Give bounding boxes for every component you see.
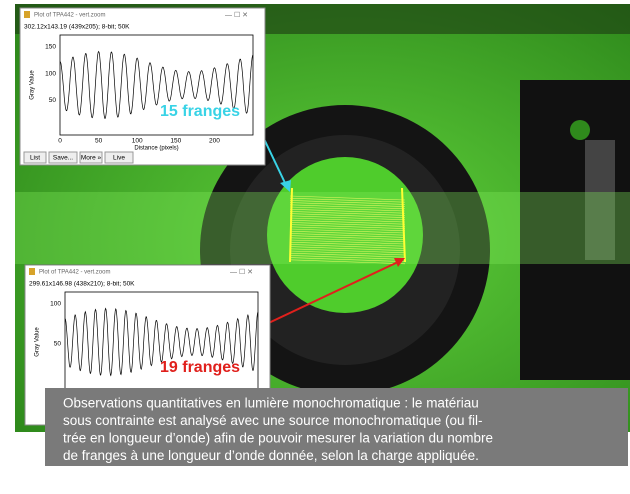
caption-line: de franges à une longueur d’onde donnée,… (63, 448, 479, 463)
button-label: List (30, 155, 40, 162)
y-tick-label: 50 (49, 97, 57, 104)
y-axis-label: Gray Value (35, 327, 41, 357)
x-tick-label: 150 (170, 138, 181, 145)
y-tick-label: 150 (45, 44, 56, 51)
caption-line: Observations quantitatives en lumière mo… (63, 396, 479, 411)
x-axis-label: Distance (pixels) (134, 146, 178, 152)
button-label: Live (113, 155, 125, 162)
stand-hole (570, 120, 590, 140)
x-tick-label: 200 (209, 138, 220, 145)
annotation-19: 19 franges (160, 359, 240, 376)
button-label: Save... (53, 155, 73, 162)
window-icon (29, 268, 35, 275)
window-info: 299.61x146.98 (438x210); 8-bit; 50K (29, 281, 135, 288)
window-title: Plot of TPA442 - vert.zoom (39, 270, 110, 276)
x-tick-label: 100 (132, 138, 143, 145)
window-icon (24, 11, 30, 18)
window-controls: — ☐ ✕ (225, 11, 248, 19)
caption-line: sous contrainte est analysé avec une sou… (63, 413, 482, 428)
x-tick-label: 0 (58, 138, 62, 145)
window-controls: — ☐ ✕ (230, 268, 253, 276)
page: Plot of TPA442 - vert.zoom — ☐ ✕ 302.12x14… (0, 0, 630, 494)
window-title: Plot of TPA442 - vert.zoom (34, 13, 105, 19)
x-tick-label: 50 (95, 138, 103, 145)
y-tick-label: 50 (54, 341, 62, 348)
y-tick-label: 100 (50, 301, 61, 308)
y-tick-label: 100 (45, 70, 56, 77)
y-axis-label: Gray Value (30, 70, 36, 100)
window-info: 302.12x143.19 (439x205); 8-bit; 50K (24, 24, 130, 31)
caption-line: trée en longueur d’onde) afin de pouvoir… (63, 431, 493, 446)
annotation-15: 15 franges (160, 103, 240, 120)
button-label: More » (81, 155, 102, 162)
